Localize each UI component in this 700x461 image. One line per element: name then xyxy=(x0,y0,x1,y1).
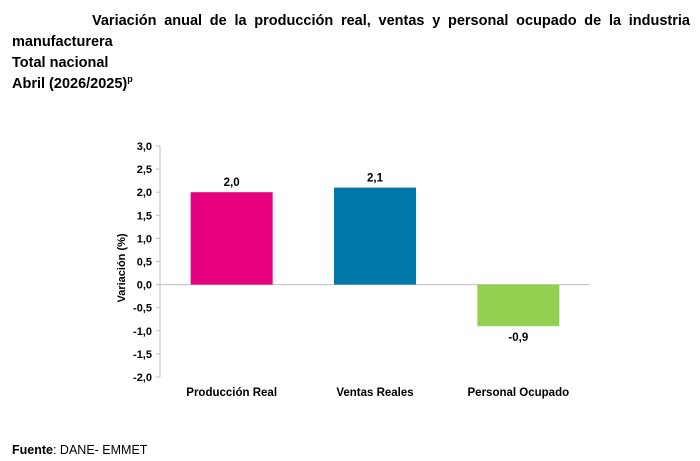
y-tick-label: 3,0 xyxy=(137,141,152,153)
y-tick-label: -1,0 xyxy=(133,326,152,338)
y-axis-label: Variación (%) xyxy=(116,233,128,302)
data-label: 2,0 xyxy=(224,177,240,189)
bars xyxy=(190,187,560,327)
title-line-2: manufacturera xyxy=(12,34,113,50)
data-label: -0,9 xyxy=(508,332,528,344)
category-label: Ventas Reales xyxy=(336,387,413,399)
category-label: Personal Ocupado xyxy=(468,387,570,399)
y-axis: 3,0 2,5 2,0 1,5 1,0 0,5 0,0 -0,5 -1,0 -1,5 -2,0 xyxy=(133,141,590,384)
title-superscript: p xyxy=(127,74,133,85)
category-labels: Producción Real Ventas Reales Personal Ocu… xyxy=(186,387,569,399)
y-tick-label: -1,5 xyxy=(133,349,152,361)
category-label: Producción Real xyxy=(186,387,277,399)
title-period: Abril (2026/2025) xyxy=(12,76,128,92)
title-line-1: Variación anual de la producción real, v… xyxy=(92,13,690,29)
bar xyxy=(190,192,273,285)
bar xyxy=(477,284,560,327)
y-tick-label: 1,5 xyxy=(137,210,152,222)
source-text: : DANE- EMMET xyxy=(52,443,148,457)
source-note: Fuente: DANE- EMMET xyxy=(12,443,147,457)
y-tick-label: -0,5 xyxy=(133,303,152,315)
y-tick-label: 0,0 xyxy=(137,280,152,292)
y-tick-label: 2,5 xyxy=(137,164,152,176)
source-label: Fuente xyxy=(12,443,53,457)
data-label: 2,1 xyxy=(367,173,384,185)
y-tick-label: -2,0 xyxy=(133,372,152,384)
title-line-3: Total nacional xyxy=(12,55,109,71)
title-line-4: Abril (2026/2025)p xyxy=(12,74,690,95)
y-tick-label: 2,0 xyxy=(137,187,152,199)
bar xyxy=(334,187,416,285)
chart-title: Variación anual de la producción real, v… xyxy=(12,11,690,95)
y-tick-label: 1,0 xyxy=(137,233,152,245)
y-tick-label: 0,5 xyxy=(137,257,152,269)
data-labels: 2,0 2,1 -0,9 xyxy=(224,173,529,345)
